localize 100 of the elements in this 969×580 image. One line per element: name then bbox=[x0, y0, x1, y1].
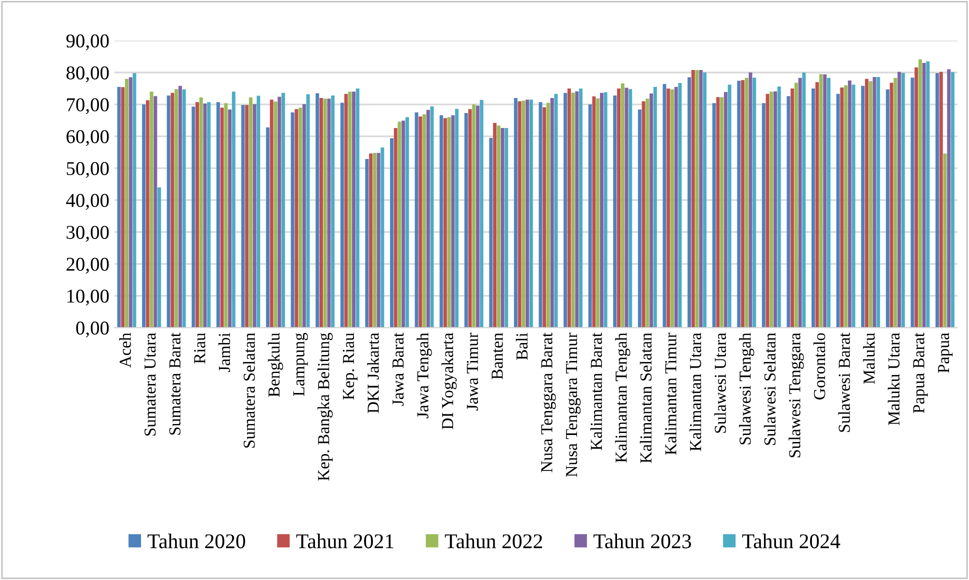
bar bbox=[596, 98, 600, 328]
bar bbox=[319, 98, 323, 328]
bar bbox=[290, 112, 294, 328]
bar bbox=[356, 88, 360, 328]
bar bbox=[620, 83, 624, 328]
x-tick-label: Kep. Riau bbox=[342, 332, 358, 400]
bar bbox=[390, 138, 394, 328]
bar bbox=[646, 98, 650, 328]
x-tick-label: Maluku bbox=[863, 332, 875, 384]
bar bbox=[376, 152, 380, 328]
x-tick-label: Nusa Tenggara Barat bbox=[541, 332, 556, 472]
bar bbox=[720, 97, 724, 328]
bar bbox=[868, 81, 872, 328]
bar bbox=[132, 73, 136, 328]
bar bbox=[182, 89, 186, 328]
x-tick-label: DKI Jakarta bbox=[367, 332, 379, 414]
bar bbox=[876, 76, 880, 328]
bar bbox=[166, 95, 170, 328]
bar bbox=[852, 84, 856, 328]
bar bbox=[196, 102, 199, 328]
x-tick-label: Kalimantan Timur bbox=[664, 332, 676, 455]
bar bbox=[666, 88, 670, 328]
legend-label: Tahun 2024 bbox=[742, 534, 840, 548]
bar bbox=[125, 78, 128, 328]
bar bbox=[947, 69, 951, 328]
y-tick-label: 10,00 bbox=[67, 290, 109, 306]
bar bbox=[199, 97, 203, 328]
bar bbox=[802, 72, 806, 328]
bar bbox=[950, 72, 954, 328]
bar bbox=[823, 74, 827, 328]
bar bbox=[331, 95, 335, 328]
bar bbox=[216, 102, 220, 328]
bar bbox=[744, 78, 748, 328]
bar bbox=[872, 76, 876, 328]
bar bbox=[716, 97, 720, 328]
bar bbox=[316, 93, 320, 328]
bar bbox=[405, 117, 409, 328]
y-tick-label: 30,00 bbox=[66, 226, 109, 242]
bar bbox=[282, 92, 285, 328]
bar bbox=[617, 88, 621, 328]
y-tick-label: 90,00 bbox=[66, 34, 109, 50]
bar bbox=[154, 96, 158, 328]
bar bbox=[546, 102, 550, 328]
bar bbox=[480, 100, 484, 328]
bar bbox=[703, 72, 706, 328]
bar bbox=[443, 118, 447, 328]
bar bbox=[812, 88, 816, 328]
bar bbox=[575, 91, 579, 328]
bar bbox=[327, 98, 331, 328]
bar bbox=[447, 117, 451, 328]
bar bbox=[256, 96, 260, 328]
bar bbox=[121, 87, 125, 328]
bar bbox=[220, 108, 224, 328]
bar bbox=[678, 83, 682, 328]
bar bbox=[489, 138, 493, 328]
bar bbox=[918, 59, 922, 328]
bar bbox=[538, 102, 542, 328]
bar bbox=[741, 80, 744, 328]
bar bbox=[653, 86, 657, 328]
x-tick-label: DI Yogyakarta bbox=[441, 332, 457, 430]
bar bbox=[422, 114, 426, 328]
bar bbox=[770, 92, 774, 328]
x-tick-label: Bali bbox=[516, 332, 528, 360]
bar bbox=[128, 77, 132, 328]
bar bbox=[241, 105, 245, 328]
bar bbox=[369, 154, 373, 328]
bar bbox=[504, 128, 508, 328]
bar bbox=[894, 78, 898, 328]
y-tick-label: 80,00 bbox=[66, 66, 109, 82]
bar bbox=[798, 78, 802, 328]
bar bbox=[844, 85, 848, 328]
bar bbox=[496, 125, 500, 328]
x-tick-label: Kalimantan Tengah bbox=[615, 332, 630, 463]
bar bbox=[588, 104, 592, 328]
bar bbox=[418, 116, 422, 328]
bar bbox=[848, 80, 852, 328]
x-tick-label: Sulawesi Tenggara bbox=[788, 332, 804, 458]
bar bbox=[592, 96, 596, 328]
bar bbox=[372, 152, 376, 328]
bar bbox=[380, 147, 384, 328]
x-tick-label: Sulawesi Utara bbox=[714, 332, 726, 433]
y-tick-label: 20,00 bbox=[66, 258, 109, 274]
bar bbox=[604, 92, 608, 328]
bar bbox=[514, 98, 518, 328]
bar bbox=[936, 73, 939, 328]
bar bbox=[451, 115, 455, 328]
bar bbox=[554, 94, 558, 328]
y-tick-label: 60,00 bbox=[66, 130, 109, 146]
x-tick-label: Kalimantan Selatan bbox=[640, 332, 652, 464]
x-tick-label: Jawa Tengah bbox=[416, 332, 432, 418]
bar bbox=[192, 106, 196, 328]
bar bbox=[939, 72, 943, 328]
bar bbox=[414, 112, 418, 328]
x-tick-label: Kalimantan Barat bbox=[590, 332, 602, 450]
bar bbox=[766, 94, 770, 328]
bar bbox=[252, 104, 256, 328]
bar bbox=[688, 77, 692, 328]
bar bbox=[564, 92, 568, 328]
bar bbox=[728, 84, 732, 328]
bar bbox=[712, 103, 716, 328]
